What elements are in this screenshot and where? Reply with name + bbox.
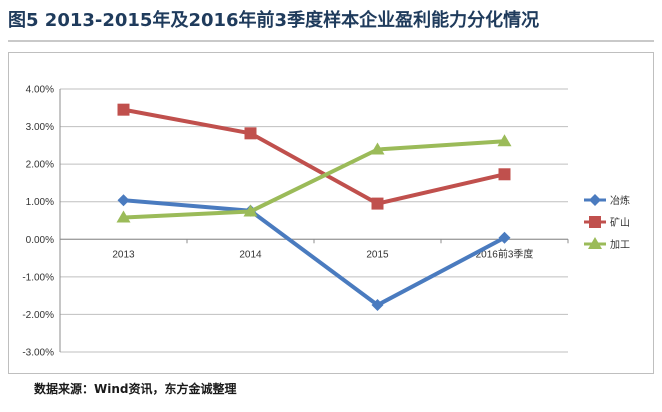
series-line	[121, 139, 507, 220]
data-point	[498, 168, 511, 181]
legend-swatch-marker	[588, 237, 602, 249]
y-tick-label: 4.00%	[26, 85, 54, 96]
y-tick-label: -2.00%	[22, 310, 54, 321]
data-point	[243, 204, 258, 217]
legend-label: 加工	[610, 239, 630, 251]
chart-title: 图5 2013-2015年及2016年前3季度样本企业盈利能力分化情况	[8, 10, 540, 31]
title-divider	[8, 40, 654, 42]
y-tick-label: 2.00%	[26, 160, 54, 171]
data-point	[117, 103, 130, 116]
x-tick-label: 2013	[112, 249, 135, 260]
y-tick-label: -1.00%	[22, 272, 54, 283]
legend-label: 矿山	[610, 216, 630, 229]
data-point	[371, 197, 384, 210]
legend-label: 冶炼	[610, 194, 630, 207]
data-point	[497, 134, 512, 147]
y-tick-label: 1.00%	[26, 197, 54, 208]
chart-frame	[8, 52, 654, 374]
y-tick-label: 0.00%	[26, 235, 54, 246]
data-source-note: 数据来源：Wind资讯，东方金诚整理	[34, 382, 237, 396]
legend-swatch-marker	[589, 216, 601, 228]
data-point	[498, 231, 511, 244]
x-tick-label: 2014	[239, 249, 262, 260]
series-line	[121, 198, 507, 308]
x-tick-label: 2016前3季度	[476, 247, 534, 260]
data-point	[370, 142, 385, 155]
series-line	[121, 107, 507, 206]
data-point	[116, 210, 131, 223]
x-tick-label: 2015	[366, 249, 389, 260]
y-tick-label: 3.00%	[26, 122, 54, 133]
data-point	[371, 299, 384, 312]
data-point	[117, 194, 130, 207]
y-tick-label: -3.00%	[22, 348, 54, 359]
data-point	[244, 127, 257, 140]
legend-swatch-marker	[589, 194, 601, 206]
